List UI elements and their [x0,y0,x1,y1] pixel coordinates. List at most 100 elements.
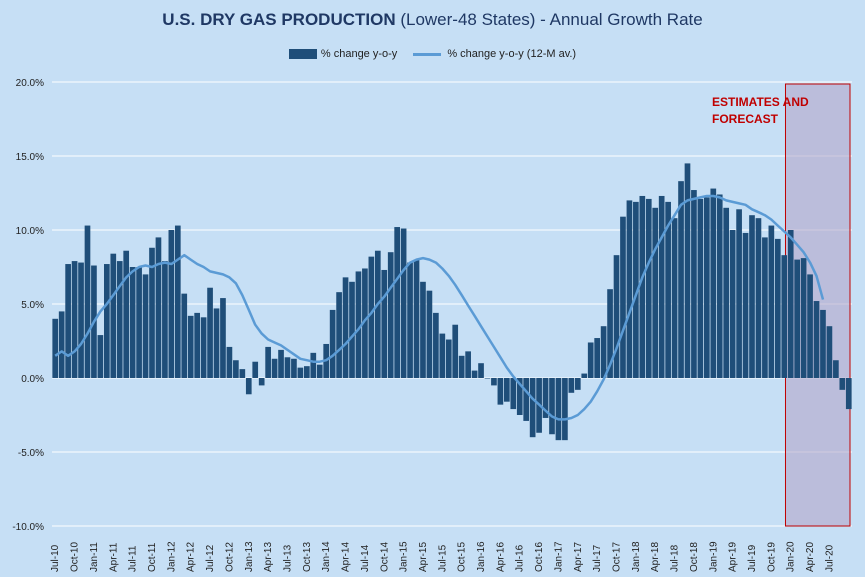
bar [549,378,555,435]
bar [691,190,697,378]
x-tick-label: Jul-16 [515,544,526,572]
bar [729,230,736,378]
forecast-label: FORECAST [712,112,779,126]
bar [174,225,181,378]
y-tick-label: -10.0% [12,522,44,533]
bar [665,201,671,378]
bar [413,259,420,378]
bar [568,378,575,393]
bar [594,338,600,378]
chart-title: U.S. DRY GAS PRODUCTION (Lower-48 States… [0,10,865,30]
bar [458,355,465,378]
bar [510,378,517,410]
bar [613,255,620,378]
bar [155,237,162,378]
bar [652,207,659,378]
bar [104,264,110,378]
bar [600,326,607,378]
bar [542,378,549,418]
bar [362,268,368,378]
bar [52,318,59,378]
x-tick-label: Oct-12 [224,542,235,572]
chart-title-sub: (Lower-48 States) - Annual Growth Rate [395,10,703,29]
x-tick-label: Jan-19 [708,541,719,572]
bar [671,218,678,378]
bar [478,363,484,378]
legend-label-bars: % change y-o-y [320,48,398,60]
bar [381,269,388,378]
bar [78,262,84,378]
bar [774,238,781,378]
legend-swatch-bars [288,49,317,59]
bar [291,358,297,378]
bar [833,360,839,378]
bar [168,230,175,378]
bar [445,339,452,378]
bar [394,227,400,378]
x-tick-label: Jul-12 [205,544,216,572]
chart-title-main: U.S. DRY GAS PRODUCTION [162,10,396,29]
x-tick-label: Jul-18 [670,544,681,572]
x-tick-label: Apr-18 [650,542,661,572]
bar [400,228,407,378]
bar [749,215,755,378]
x-tick-label: Apr-12 [186,542,197,572]
x-tick-label: Oct-17 [612,542,623,572]
bar [723,207,730,378]
bar [716,194,723,378]
bar [162,261,168,378]
bar [768,225,775,378]
chart-legend: % change y-o-y % change y-o-y (12-M av.) [0,48,865,60]
x-tick-label: Apr-19 [728,542,739,572]
bar [116,261,123,378]
bar [516,378,523,415]
bar [562,378,568,441]
legend-item-bars: % change y-o-y [288,48,398,60]
x-tick-label: Jul-17 [592,544,603,572]
bar [181,293,188,378]
x-tick-label: Oct-15 [457,542,468,572]
bar [258,378,265,386]
legend-label-line: % change y-o-y (12-M av.) [447,48,577,60]
bar [497,378,504,405]
bar [207,287,213,378]
bar [349,281,355,378]
forecast-label: ESTIMATES AND [712,95,809,109]
bar [484,378,491,379]
bar [355,271,362,378]
x-tick-label: Apr-17 [573,542,584,572]
bar [742,232,749,378]
bar [607,289,613,378]
bar [426,290,433,378]
bar [839,378,846,390]
bar [342,277,349,378]
bar [452,324,459,378]
bar [555,378,562,441]
bar [787,230,794,378]
bar [678,181,684,378]
x-tick-label: Jan-11 [89,542,100,572]
bar [639,195,646,378]
bar [226,346,233,378]
bar [813,301,820,378]
bar [265,346,271,378]
bar [658,195,665,378]
y-tick-label: 20.0% [16,78,44,89]
bar [587,342,594,378]
bar [704,197,710,378]
bar [252,361,259,378]
legend-item-line: % change y-o-y (12-M av.) [413,48,576,60]
x-tick-label: Jan-15 [399,541,410,572]
bar [374,250,381,378]
bar [781,255,788,378]
bar [645,198,652,378]
x-tick-label: Jul-13 [282,544,293,572]
bar [710,188,717,378]
bar [329,309,336,378]
bar [310,352,317,378]
bar [336,292,342,378]
x-tick-label: Apr-11 [108,542,119,572]
bar [58,311,65,378]
